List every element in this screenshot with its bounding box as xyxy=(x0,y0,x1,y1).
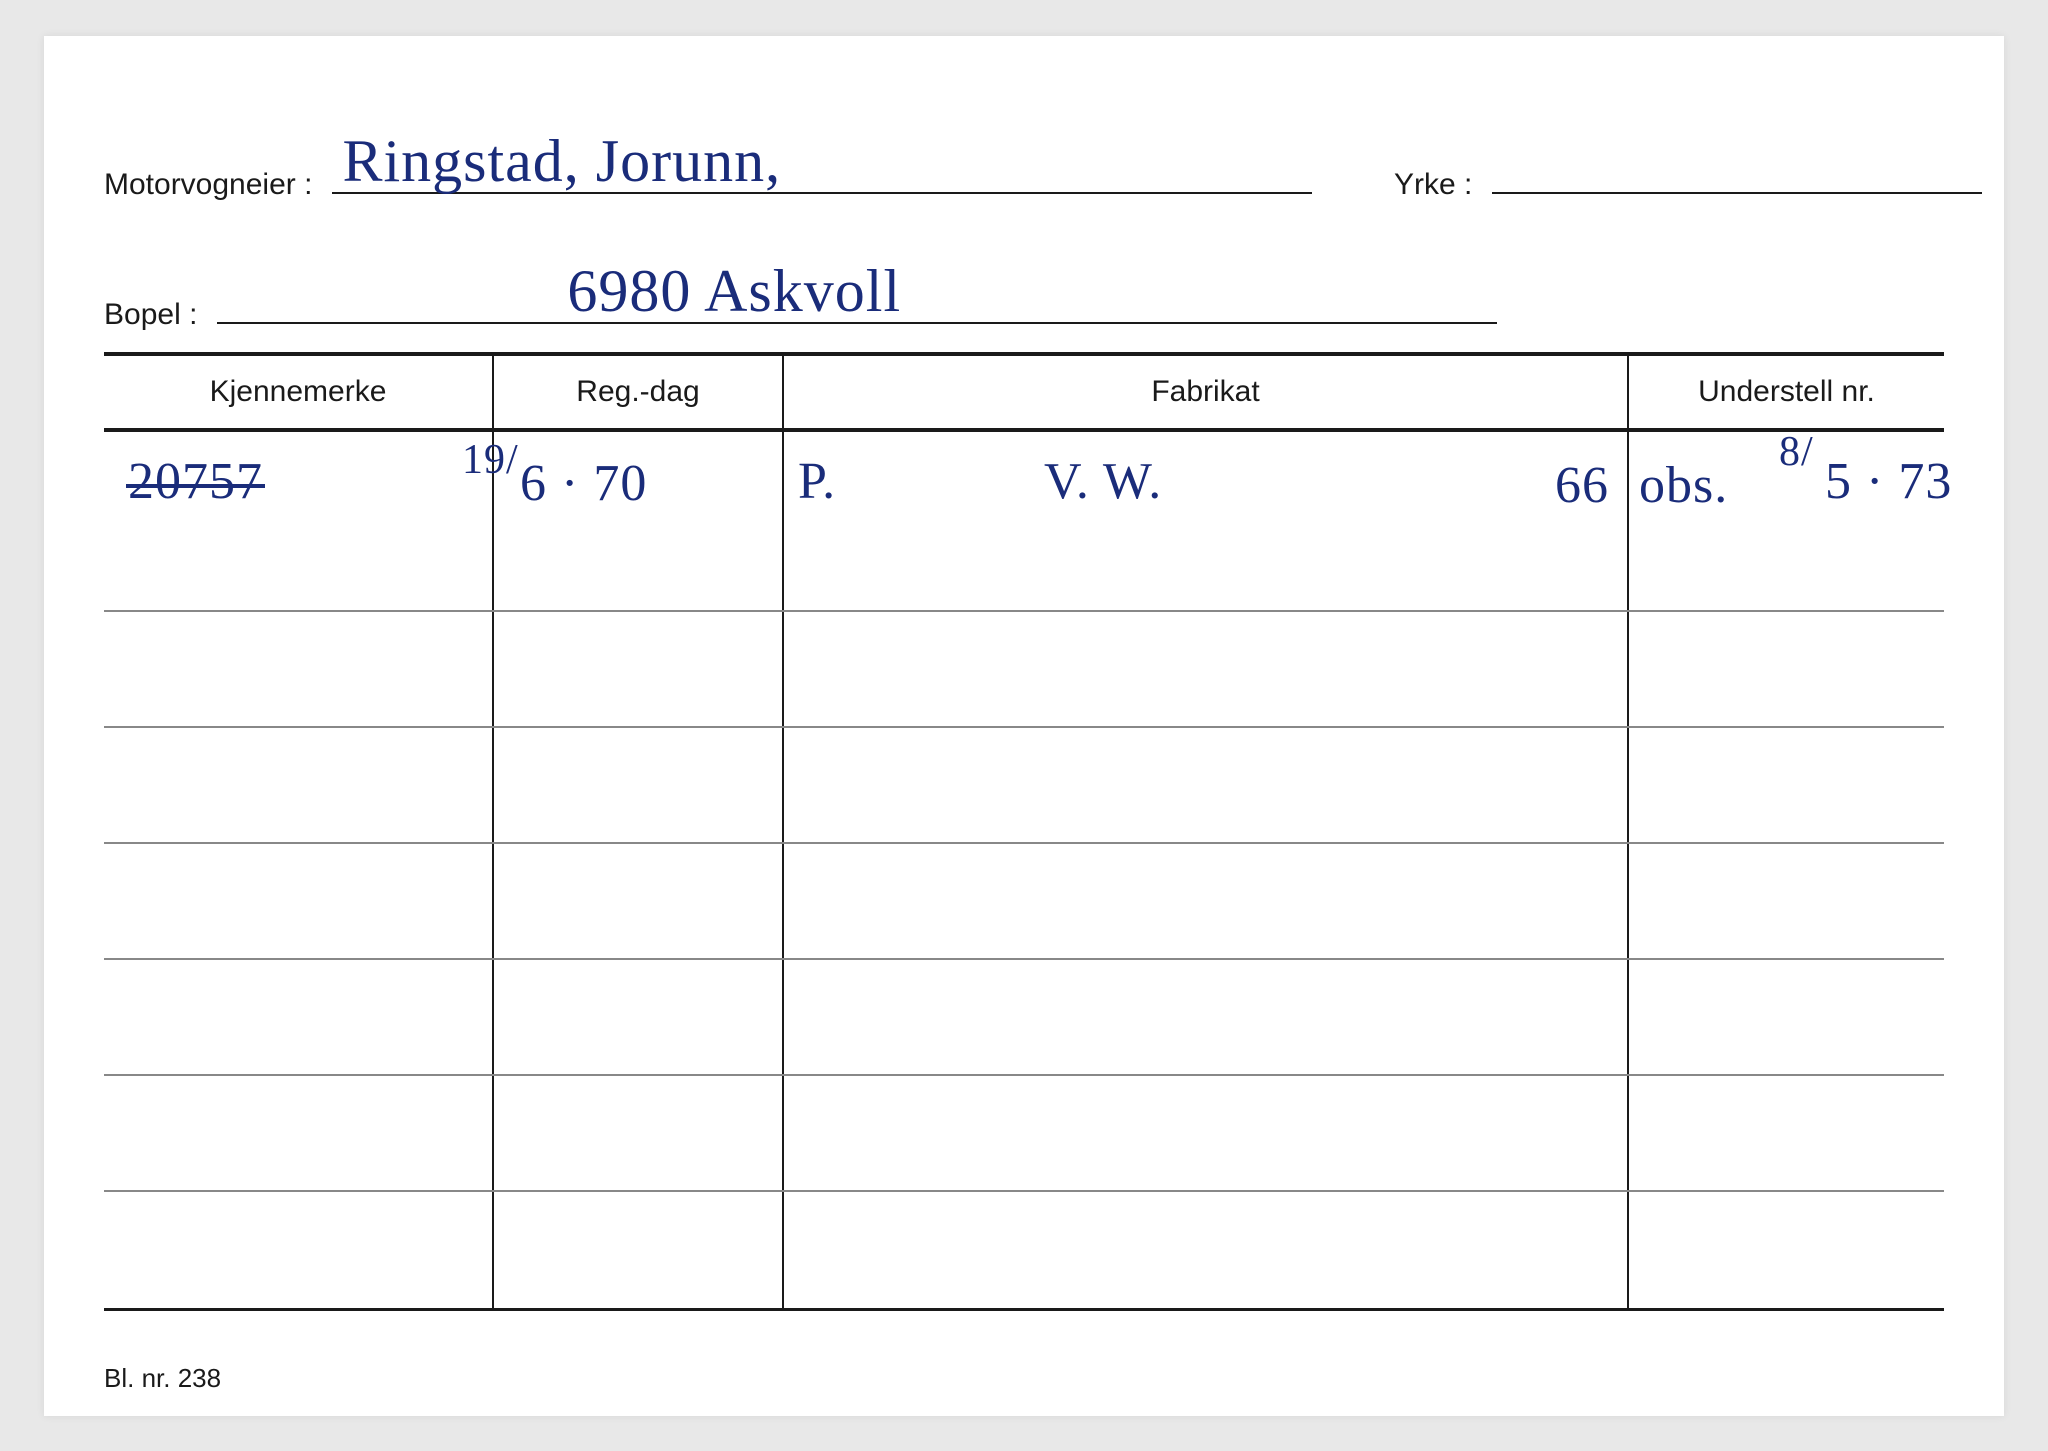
cell-reg-dag xyxy=(494,728,784,842)
cell-understell xyxy=(1629,960,1944,1074)
address-label: Bopel : xyxy=(104,298,197,332)
cell-kjennemerke xyxy=(104,728,494,842)
col-fabrikat: Fabrikat xyxy=(784,356,1629,428)
cell-reg-dag xyxy=(494,1192,784,1308)
cell-understell xyxy=(1629,1192,1944,1308)
occupation-label: Yrke : xyxy=(1394,168,1472,202)
table-body: 20757 19/ 6 · 70 P. V. W. 66 obs. 8/ 5 ·… xyxy=(104,432,1944,1311)
cell-kjennemerke xyxy=(104,612,494,726)
owner-label: Motorvogneier : xyxy=(104,168,312,202)
cell-understell xyxy=(1629,612,1944,726)
cell-reg-dag xyxy=(494,1076,784,1190)
header-section: Motorvogneier : Ringstad, Jorunn, Yrke :… xyxy=(104,96,1944,336)
address-field: Bopel : 6980 Askvoll xyxy=(104,274,1497,332)
form-number: Bl. nr. 238 xyxy=(104,1363,221,1394)
cell-reg-dag xyxy=(494,844,784,958)
occupation-field: Yrke : xyxy=(1394,144,1982,202)
cell-fabrikat xyxy=(784,728,1629,842)
col-understell: Understell nr. xyxy=(1629,356,1944,428)
cell-fabrikat xyxy=(784,960,1629,1074)
cell-kjennemerke xyxy=(104,844,494,958)
cell-reg-dag xyxy=(494,612,784,726)
cell-kjennemerke xyxy=(104,960,494,1074)
table-row xyxy=(104,960,1944,1076)
cell-understell xyxy=(1629,728,1944,842)
understell-date-top: 8/ xyxy=(1779,428,1814,476)
registration-card: Motorvogneier : Ringstad, Jorunn, Yrke :… xyxy=(44,36,2004,1416)
occupation-line xyxy=(1492,144,1982,194)
address-value: 6980 Askvoll xyxy=(567,257,901,326)
cell-understell xyxy=(1629,1076,1944,1190)
owner-value: Ringstad, Jorunn, xyxy=(342,127,781,196)
cell-understell: obs. 8/ 5 · 73 xyxy=(1629,432,1944,610)
col-kjennemerke: Kjennemerke xyxy=(104,356,494,428)
table-row xyxy=(104,1076,1944,1192)
cell-kjennemerke: 20757 xyxy=(104,432,494,610)
kjennemerke-value: 20757 xyxy=(128,452,263,511)
owner-line: Ringstad, Jorunn, xyxy=(332,144,1312,194)
cell-reg-dag xyxy=(494,960,784,1074)
fabrikat-year: 66 xyxy=(1555,456,1609,515)
cell-kjennemerke xyxy=(104,1076,494,1190)
understell-prefix: obs. xyxy=(1639,456,1728,515)
vehicle-table: Kjennemerke Reg.-dag Fabrikat Understell… xyxy=(104,352,1944,1311)
cell-fabrikat xyxy=(784,1076,1629,1190)
table-row xyxy=(104,612,1944,728)
cell-reg-dag: 19/ 6 · 70 xyxy=(494,432,784,610)
cell-fabrikat xyxy=(784,1192,1629,1308)
understell-date-rest: 5 · 73 xyxy=(1825,452,1952,511)
table-row: 20757 19/ 6 · 70 P. V. W. 66 obs. 8/ 5 ·… xyxy=(104,432,1944,612)
fabrikat-type: P. xyxy=(798,452,836,511)
col-reg-dag: Reg.-dag xyxy=(494,356,784,428)
reg-dag-rest: 6 · 70 xyxy=(520,454,647,513)
cell-fabrikat xyxy=(784,844,1629,958)
fabrikat-make: V. W. xyxy=(1044,452,1162,511)
table-header: Kjennemerke Reg.-dag Fabrikat Understell… xyxy=(104,352,1944,432)
cell-fabrikat: P. V. W. 66 xyxy=(784,432,1629,610)
cell-kjennemerke xyxy=(104,1192,494,1308)
table-row xyxy=(104,728,1944,844)
table-row xyxy=(104,1192,1944,1308)
owner-field: Motorvogneier : Ringstad, Jorunn, xyxy=(104,144,1312,202)
address-line: 6980 Askvoll xyxy=(217,274,1497,324)
reg-dag-prefix: 19/ xyxy=(462,436,519,484)
table-row xyxy=(104,844,1944,960)
cell-fabrikat xyxy=(784,612,1629,726)
cell-understell xyxy=(1629,844,1944,958)
